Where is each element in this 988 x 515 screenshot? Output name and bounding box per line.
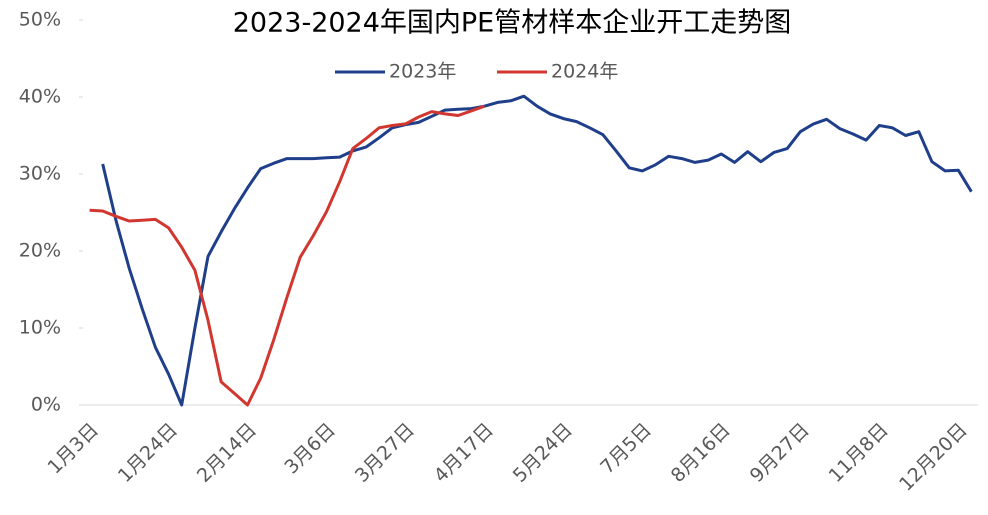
x-tick-label: 8月16日 [667, 419, 735, 487]
x-tick-label: 2月14日 [193, 419, 261, 487]
x-tick-label: 9月27日 [746, 419, 814, 487]
legend-label: 2023年 [389, 61, 456, 83]
x-tick-label: 12月20日 [895, 419, 972, 496]
x-tick-label: 1月3日 [43, 419, 103, 479]
x-tick-label: 3月27日 [351, 419, 419, 487]
y-tick-label: 10% [19, 317, 61, 339]
y-tick-label: 40% [19, 86, 61, 108]
x-tick-label: 7月5日 [596, 419, 656, 479]
y-tick-label: 50% [19, 9, 61, 31]
x-tick-label: 1月24日 [114, 419, 182, 487]
x-tick-label: 3月6日 [280, 419, 340, 479]
chart-title: 2023-2024年国内PE管材样本企业开工走势图 [233, 8, 792, 39]
x-tick-label: 5月24日 [509, 419, 577, 487]
series-line [89, 104, 485, 407]
y-tick-label: 30% [19, 163, 61, 185]
y-tick-label: 20% [19, 240, 61, 262]
x-tick-label: 11月8日 [825, 419, 893, 487]
series-line [101, 94, 973, 407]
legend-label: 2024年 [551, 61, 618, 83]
y-tick-label: 0% [31, 394, 61, 416]
x-tick-label: 4月17日 [430, 419, 498, 487]
